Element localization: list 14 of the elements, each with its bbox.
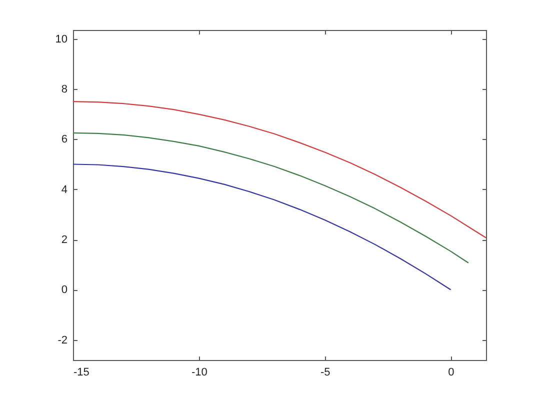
x-tick-label: -5 — [320, 366, 330, 378]
y-tick-label: 6 — [61, 134, 68, 146]
y-tick-label: 10 — [55, 33, 68, 46]
x-tick-label: -15 — [74, 366, 90, 378]
line-series — [73, 100, 486, 238]
line-series — [73, 164, 452, 290]
y-tick-label: 8 — [61, 83, 68, 96]
x-tick-label: 0 — [448, 366, 454, 378]
y-tick-label: -2 — [58, 334, 68, 346]
x-tick-label: -10 — [191, 366, 208, 378]
y-tick-label: 0 — [61, 284, 68, 296]
y-tick-label: 2 — [61, 234, 68, 246]
y-tick-label: 4 — [61, 184, 68, 196]
line-series — [73, 132, 469, 264]
